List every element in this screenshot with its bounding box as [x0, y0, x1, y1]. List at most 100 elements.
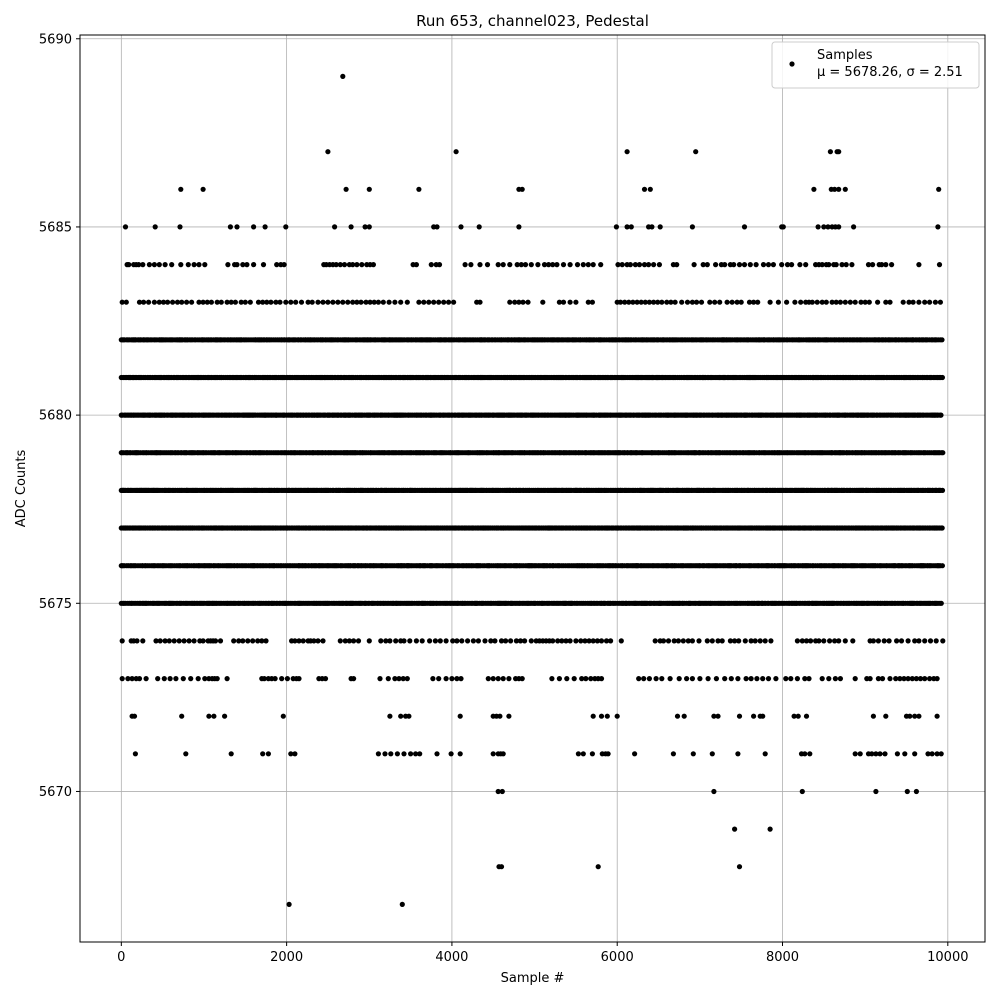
data-point [724, 299, 730, 305]
data-point [251, 224, 257, 230]
data-point [832, 186, 838, 192]
data-point [348, 224, 354, 230]
data-point [398, 299, 404, 305]
data-point [567, 262, 573, 268]
data-point [634, 299, 640, 305]
data-point [556, 299, 563, 305]
data-point [865, 262, 872, 268]
data-point [731, 262, 737, 268]
data-point [664, 299, 670, 305]
data-point [224, 299, 230, 305]
data-point [371, 299, 377, 305]
data-point [516, 299, 522, 305]
data-point [281, 262, 287, 268]
data-point [441, 299, 447, 305]
data-point [518, 262, 524, 268]
data-point [938, 412, 944, 418]
data-point [936, 186, 942, 192]
data-point [797, 262, 803, 268]
data-point [160, 299, 167, 305]
data-point [567, 299, 573, 305]
data-point [560, 299, 567, 305]
data-point [939, 563, 946, 569]
data-point [189, 299, 195, 305]
data-point [315, 299, 321, 305]
data-point [684, 299, 691, 305]
data-point [178, 262, 184, 268]
data-point [741, 262, 748, 268]
data-point [829, 299, 835, 305]
data-point [729, 299, 735, 305]
data-point [717, 299, 723, 305]
data-point [668, 299, 674, 305]
data-point [264, 299, 270, 305]
data-point [446, 299, 452, 305]
data-point [495, 262, 501, 268]
data-point [123, 299, 129, 305]
data-point [858, 299, 864, 305]
data-point [288, 299, 294, 305]
data-point [325, 149, 331, 155]
data-point [146, 262, 152, 268]
data-point [837, 299, 844, 305]
data-point [431, 299, 437, 305]
data-point [939, 487, 946, 493]
data-point [811, 186, 817, 192]
data-point [900, 299, 906, 305]
data-point [887, 299, 893, 305]
data-point [477, 262, 483, 268]
data-point [227, 224, 233, 230]
data-point [151, 262, 157, 268]
data-point [879, 262, 885, 268]
data-point [522, 262, 529, 268]
data-point [615, 262, 621, 268]
data-point [624, 224, 630, 230]
data-point [274, 262, 280, 268]
data-point [833, 262, 839, 268]
data-point [366, 224, 372, 230]
data-point [343, 186, 349, 192]
data-point [792, 299, 798, 305]
data-point [184, 299, 190, 305]
data-point [370, 262, 376, 268]
data-point [550, 262, 556, 268]
data-point [277, 299, 283, 305]
data-point [613, 224, 620, 230]
data-point [789, 262, 795, 268]
data-point [906, 299, 912, 305]
data-point [704, 262, 710, 268]
data-point [910, 299, 916, 305]
data-point [535, 262, 541, 268]
data-point [362, 224, 368, 230]
data-point [451, 299, 457, 305]
data-point [514, 262, 520, 268]
data-point [736, 262, 743, 268]
data-point [350, 299, 356, 305]
data-point [826, 262, 832, 268]
data-point [698, 299, 705, 305]
data-point [722, 262, 728, 268]
data-point [628, 224, 634, 230]
data-point [500, 262, 506, 268]
data-point [196, 299, 202, 305]
data-point [627, 262, 634, 268]
data-point [458, 224, 464, 230]
data-point [936, 262, 943, 268]
data-point [225, 262, 231, 268]
data-point [851, 224, 857, 230]
data-point [659, 299, 665, 305]
data-point [747, 262, 753, 268]
data-point [152, 224, 158, 230]
data-point [174, 299, 181, 305]
data-point [525, 299, 531, 305]
data-point [165, 299, 171, 305]
data-point [507, 299, 513, 305]
data-point [590, 262, 596, 268]
data-point [560, 262, 567, 268]
data-point [332, 224, 338, 230]
data-point [839, 262, 845, 268]
data-point [819, 262, 825, 268]
data-point [234, 262, 240, 268]
data-point [392, 299, 398, 305]
data-point [784, 299, 790, 305]
